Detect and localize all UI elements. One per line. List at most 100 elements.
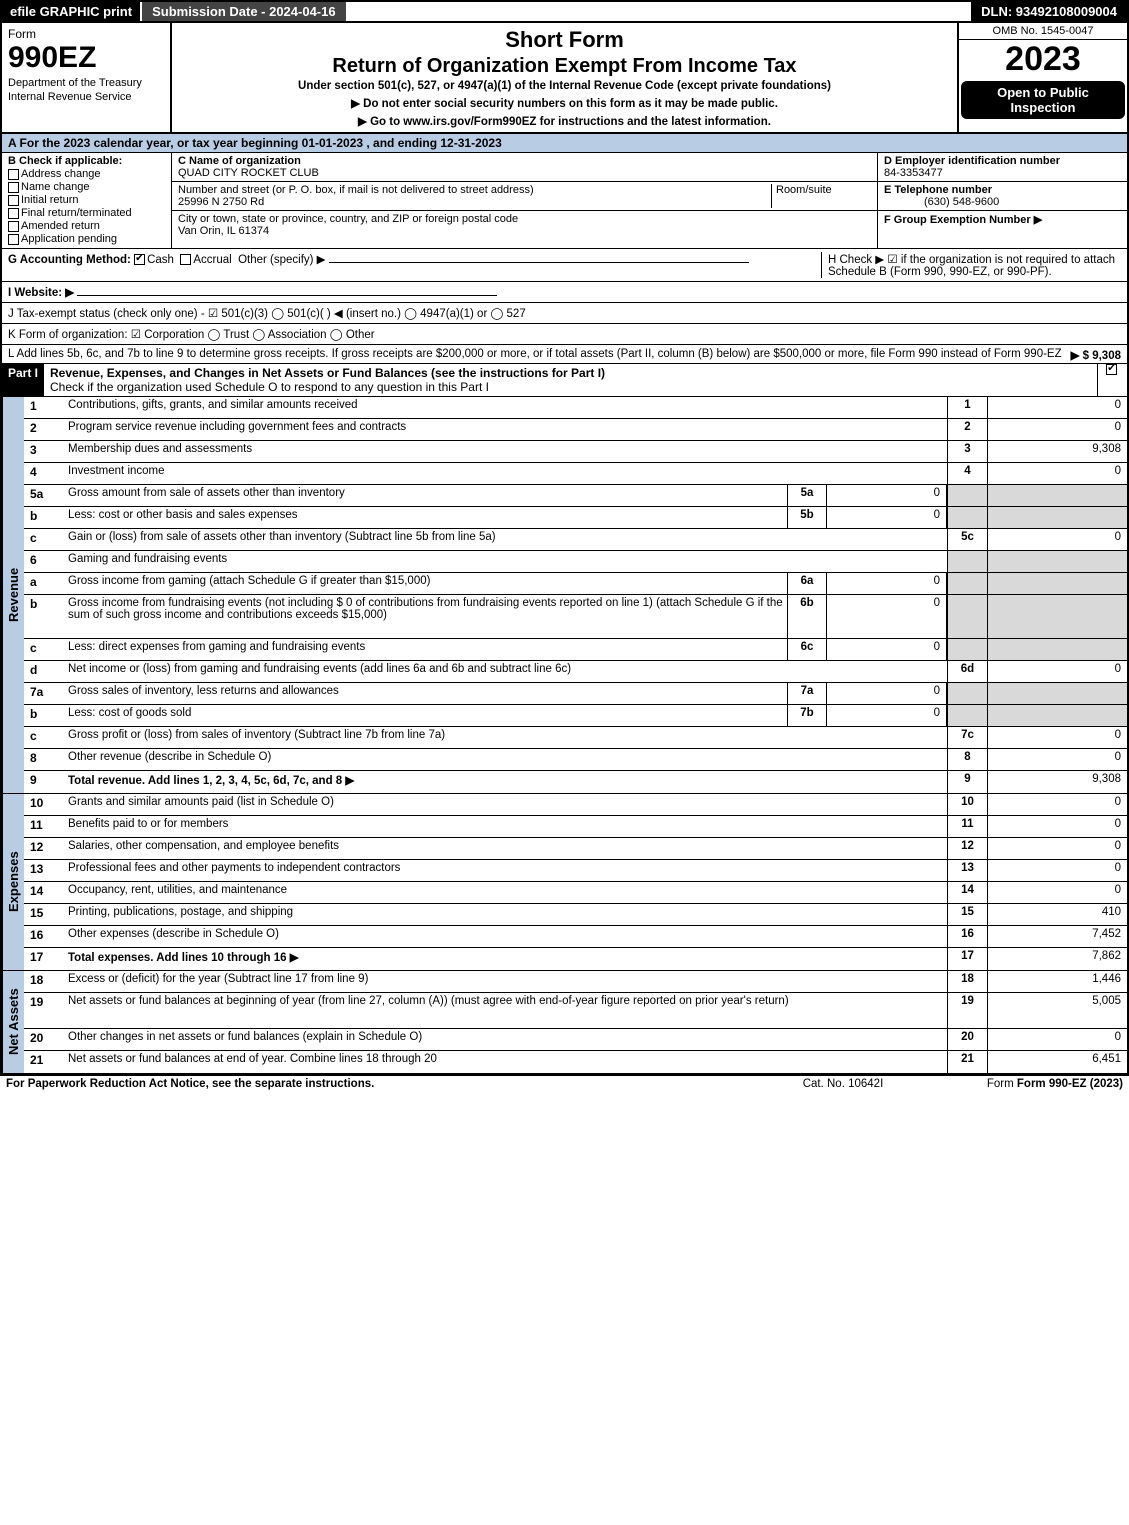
col-b-checkboxes: B Check if applicable: Address change Na… [2, 153, 172, 248]
line7a-value: 0 [827, 683, 947, 704]
line11-value: 0 [987, 816, 1127, 837]
irs-label: Internal Revenue Service [8, 91, 164, 103]
page-footer: For Paperwork Reduction Act Notice, see … [0, 1075, 1129, 1092]
line6c-value: 0 [827, 639, 947, 660]
col-c-org-info: C Name of organization QUAD CITY ROCKET … [172, 153, 877, 248]
line-k-org-form: K Form of organization: ☑ Corporation ◯ … [2, 324, 1127, 345]
line14-value: 0 [987, 882, 1127, 903]
line6d-value: 0 [987, 661, 1127, 682]
row-g-h: G Accounting Method: Cash Accrual Other … [2, 249, 1127, 282]
line16-value: 7,452 [987, 926, 1127, 947]
omb-number: OMB No. 1545-0047 [959, 23, 1127, 40]
line6a-value: 0 [827, 573, 947, 594]
open-public-badge: Open to Public Inspection [961, 81, 1125, 119]
line2-value: 0 [987, 419, 1127, 440]
line18-value: 1,446 [987, 971, 1127, 992]
goto-link[interactable]: ▶ Go to www.irs.gov/Form990EZ for instru… [180, 114, 949, 128]
part1-header-row: Part I Revenue, Expenses, and Changes in… [2, 364, 1127, 397]
header-center: Short Form Return of Organization Exempt… [172, 23, 957, 132]
line6b-value: 0 [827, 595, 947, 638]
room-suite-label: Room/suite [771, 184, 871, 208]
ein-label: D Employer identification number [884, 155, 1060, 167]
chk-schedule-o[interactable] [1106, 364, 1117, 375]
street-label: Number and street (or P. O. box, if mail… [178, 184, 534, 196]
accounting-label: G Accounting Method: [8, 254, 131, 266]
accounting-other: Other (specify) ▶ [238, 254, 325, 266]
chk-address-change[interactable]: Address change [8, 168, 165, 180]
chk-app-pending[interactable]: Application pending [8, 233, 165, 245]
line21-value: 6,451 [987, 1051, 1127, 1073]
line4-value: 0 [987, 463, 1127, 484]
group-exemption-label: F Group Exemption Number ▶ [884, 214, 1042, 226]
line8-value: 0 [987, 749, 1127, 770]
line5c-value: 0 [987, 529, 1127, 550]
line5a-value: 0 [827, 485, 947, 506]
line9-value: 9,308 [987, 771, 1127, 793]
line15-value: 410 [987, 904, 1127, 925]
ein-value: 84-3353477 [884, 167, 943, 179]
part1-check-text: Check if the organization used Schedule … [50, 380, 489, 394]
line-j-tax-exempt: J Tax-exempt status (check only one) - ☑… [2, 303, 1127, 324]
department-label: Department of the Treasury [8, 77, 164, 89]
header-right: OMB No. 1545-0047 2023 Open to Public In… [957, 23, 1127, 132]
gross-receipts-amount: ▶ $ 9,308 [1071, 348, 1121, 362]
section-bcd: B Check if applicable: Address change Na… [2, 153, 1127, 249]
submission-date-label: Submission Date - 2024-04-16 [140, 2, 346, 21]
chk-initial-return[interactable]: Initial return [8, 194, 165, 206]
city-label: City or town, state or province, country… [178, 213, 518, 225]
line7b-value: 0 [827, 705, 947, 726]
org-name-label: C Name of organization [178, 155, 301, 167]
chk-amended[interactable]: Amended return [8, 220, 165, 232]
chk-cash[interactable] [134, 254, 145, 265]
tax-year: 2023 [959, 40, 1127, 79]
revenue-section: Revenue 1Contributions, gifts, grants, a… [2, 397, 1127, 794]
line13-value: 0 [987, 860, 1127, 881]
line3-value: 9,308 [987, 441, 1127, 462]
main-title: Return of Organization Exempt From Incom… [180, 55, 949, 78]
dln-label: DLN: 93492108009004 [971, 2, 1127, 21]
ssn-warning: ▶ Do not enter social security numbers o… [180, 96, 949, 110]
line5b-value: 0 [827, 507, 947, 528]
line1-value: 0 [987, 397, 1127, 418]
form-header: Form 990EZ Department of the Treasury In… [2, 23, 1127, 134]
paperwork-notice: For Paperwork Reduction Act Notice, see … [6, 1078, 743, 1090]
line-i-website: I Website: ▶ [2, 282, 1127, 303]
org-name: QUAD CITY ROCKET CLUB [178, 167, 319, 179]
city-value: Van Orin, IL 61374 [178, 225, 269, 237]
phone-value: (630) 548-9600 [884, 196, 999, 208]
cat-number: Cat. No. 10642I [743, 1078, 943, 1090]
header-left: Form 990EZ Department of the Treasury In… [2, 23, 172, 132]
short-form-title: Short Form [180, 27, 949, 53]
line10-value: 0 [987, 794, 1127, 815]
line17-value: 7,862 [987, 948, 1127, 970]
efile-print-label[interactable]: efile GRAPHIC print [2, 2, 140, 21]
chk-name-change[interactable]: Name change [8, 181, 165, 193]
revenue-tab: Revenue [2, 397, 24, 793]
netassets-tab: Net Assets [2, 971, 24, 1073]
part1-label: Part I [2, 364, 44, 396]
line-l-gross-receipts: L Add lines 5b, 6c, and 7b to line 9 to … [2, 345, 1127, 364]
expenses-tab: Expenses [2, 794, 24, 970]
line19-value: 5,005 [987, 993, 1127, 1028]
form-label: Form [8, 27, 164, 41]
part1-title: Revenue, Expenses, and Changes in Net As… [50, 366, 605, 380]
subtitle: Under section 501(c), 527, or 4947(a)(1)… [180, 80, 949, 92]
col-d-ein-phone: D Employer identification number 84-3353… [877, 153, 1127, 248]
website-input[interactable] [77, 295, 497, 296]
chk-accrual[interactable] [180, 254, 191, 265]
form-frame: Form 990EZ Department of the Treasury In… [0, 23, 1129, 1075]
street-value: 25996 N 2750 Rd [178, 196, 264, 208]
line20-value: 0 [987, 1029, 1127, 1050]
form-reference: Form Form 990-EZ (2023) [943, 1078, 1123, 1090]
netassets-section: Net Assets 18Excess or (deficit) for the… [2, 971, 1127, 1073]
expenses-section: Expenses 10Grants and similar amounts pa… [2, 794, 1127, 971]
col-b-header: B Check if applicable: [8, 155, 165, 167]
form-number: 990EZ [8, 41, 164, 75]
row-a-tax-year: A For the 2023 calendar year, or tax yea… [2, 134, 1127, 153]
chk-final-return[interactable]: Final return/terminated [8, 207, 165, 219]
line7c-value: 0 [987, 727, 1127, 748]
phone-label: E Telephone number [884, 184, 992, 196]
line-h: H Check ▶ ☑ if the organization is not r… [821, 252, 1121, 278]
top-bar: efile GRAPHIC print Submission Date - 20… [0, 0, 1129, 23]
line12-value: 0 [987, 838, 1127, 859]
